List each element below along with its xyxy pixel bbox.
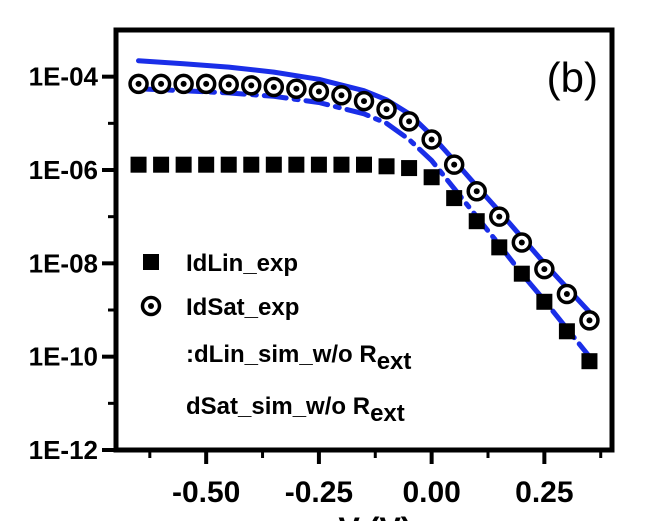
- data-point: [401, 160, 418, 177]
- data-point-center: [428, 136, 435, 143]
- data-point: [243, 156, 260, 173]
- series-idsat-exp: [128, 73, 600, 331]
- series-line: [136, 58, 592, 315]
- data-point: [581, 353, 598, 370]
- legend: IdLin_exp IdSat_exp :dLin_sim_w/o Rext dSat…: [140, 250, 411, 427]
- y-axis-ticks: 1E-04 1E-06 1E-08 1E-10 1E-12: [29, 62, 116, 465]
- data-point-center: [541, 266, 548, 273]
- data-point-center: [406, 118, 413, 125]
- y-tick-label: 1E-06: [29, 155, 98, 185]
- data-point: [220, 156, 237, 173]
- series-layer: [128, 58, 600, 370]
- data-point: [288, 156, 305, 173]
- legend-item: :dLin_sim_w/o Rext: [186, 341, 411, 375]
- y-tick-label: 1E-12: [29, 435, 98, 465]
- legend-item: IdLin_exp: [143, 250, 298, 277]
- data-point: [130, 156, 147, 173]
- data-point-center: [270, 84, 277, 91]
- plot-frame: [113, 27, 615, 453]
- data-point-center: [563, 291, 570, 298]
- data-point: [265, 156, 282, 173]
- data-point-center: [225, 81, 232, 88]
- data-point: [423, 169, 440, 186]
- data-point: [175, 156, 192, 173]
- x-tick-label: 0.00: [402, 476, 460, 509]
- data-point: [536, 293, 553, 310]
- x-axis-label: V (V): [339, 511, 412, 521]
- legend-item: dSat_sim_w/o Rext: [186, 393, 405, 427]
- legend-label-subscript: ext: [370, 400, 405, 427]
- data-point-center: [496, 213, 503, 220]
- data-point: [198, 156, 215, 173]
- data-point-center: [135, 80, 142, 87]
- data-point: [378, 158, 395, 175]
- data-point-center: [293, 85, 300, 92]
- data-point-center: [315, 88, 322, 95]
- legend-label: IdSat_exp: [186, 294, 299, 321]
- y-tick-label: 1E-04: [29, 62, 99, 92]
- data-point: [310, 156, 327, 173]
- data-point-center: [361, 98, 367, 105]
- legend-label-subscript: ext: [377, 348, 412, 375]
- data-point: [491, 239, 508, 256]
- legend-label: :dLin_sim_w/o Rext: [186, 341, 411, 375]
- data-point-center: [383, 106, 390, 113]
- data-point-center: [158, 80, 165, 87]
- y-tick-label: 1E-08: [29, 248, 98, 278]
- data-point: [558, 323, 575, 340]
- legend-label: dSat_sim_w/o Rext: [186, 393, 405, 427]
- legend-item: IdSat_exp: [140, 294, 299, 321]
- data-point-center: [451, 161, 458, 168]
- x-tick-label: -0.25: [285, 476, 353, 509]
- x-tick-label: 0.25: [515, 476, 573, 509]
- x-axis-ticks: -0.50 -0.25 0.00 0.25: [148, 450, 603, 509]
- series-idsat-sim-w-o-rext: [136, 58, 592, 315]
- data-point-center: [473, 188, 480, 195]
- data-point-center: [518, 239, 525, 246]
- data-point-center: [586, 317, 593, 324]
- y-tick-label: 1E-10: [29, 342, 98, 372]
- panel-label: (b): [547, 54, 598, 101]
- legend-label: IdLin_exp: [186, 250, 298, 277]
- data-point-center: [203, 80, 210, 87]
- data-point: [356, 156, 372, 173]
- data-point-center: [180, 80, 187, 87]
- data-point-center: [338, 92, 345, 99]
- legend-marker-dot: [148, 303, 154, 309]
- data-point: [333, 156, 350, 173]
- data-point: [513, 265, 530, 282]
- legend-marker-square: [143, 254, 159, 270]
- data-point-center: [248, 82, 255, 89]
- data-point: [446, 190, 463, 207]
- data-point: [153, 156, 170, 173]
- data-point: [468, 213, 485, 230]
- x-tick-label: -0.50: [172, 476, 240, 509]
- series-idlin-exp: [130, 156, 598, 370]
